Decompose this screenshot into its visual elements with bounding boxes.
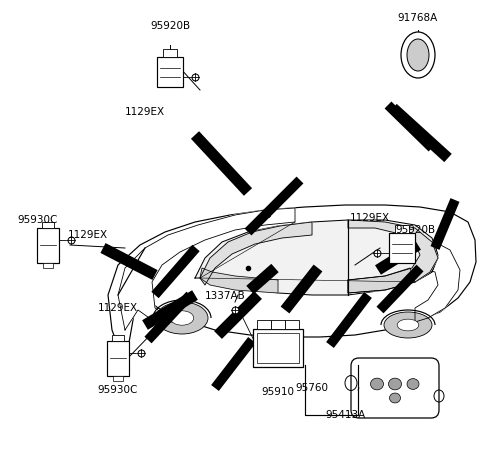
Bar	[389, 233, 415, 263]
Ellipse shape	[156, 302, 208, 334]
Bar	[157, 57, 183, 87]
Polygon shape	[415, 242, 460, 322]
Ellipse shape	[407, 379, 419, 389]
Polygon shape	[118, 208, 295, 330]
Text: 91768A: 91768A	[398, 13, 438, 23]
Bar	[42, 221, 54, 228]
Bar	[37, 228, 59, 263]
Text: 95760: 95760	[296, 383, 328, 393]
Text: 95910: 95910	[262, 387, 295, 397]
Ellipse shape	[384, 312, 432, 338]
Text: 95920B: 95920B	[395, 225, 435, 235]
Bar	[285, 320, 299, 329]
Polygon shape	[200, 268, 278, 293]
Bar	[43, 263, 53, 268]
Bar	[163, 49, 177, 57]
FancyBboxPatch shape	[351, 358, 439, 418]
Polygon shape	[200, 222, 312, 285]
Text: 1129EX: 1129EX	[98, 303, 138, 313]
Ellipse shape	[407, 39, 429, 71]
Bar	[112, 335, 124, 340]
Bar	[253, 329, 303, 367]
Ellipse shape	[388, 378, 401, 390]
Text: 95930C: 95930C	[18, 215, 58, 225]
Ellipse shape	[371, 378, 384, 390]
Text: 95920B: 95920B	[150, 21, 190, 31]
Bar	[271, 320, 285, 329]
Text: 1129EX: 1129EX	[350, 213, 390, 223]
Polygon shape	[108, 205, 476, 365]
Bar	[113, 375, 123, 380]
Polygon shape	[195, 220, 438, 295]
Text: 1129EX: 1129EX	[68, 230, 108, 240]
Ellipse shape	[397, 319, 419, 331]
Bar	[257, 333, 299, 363]
Bar	[257, 320, 271, 329]
Polygon shape	[348, 220, 438, 293]
Text: 95413A: 95413A	[325, 410, 365, 420]
Text: 95930C: 95930C	[98, 385, 138, 395]
Ellipse shape	[170, 311, 194, 325]
Bar	[107, 340, 129, 375]
Text: 1337AB: 1337AB	[204, 291, 245, 301]
Ellipse shape	[401, 32, 435, 78]
Text: 1129EX: 1129EX	[125, 107, 165, 117]
Ellipse shape	[389, 393, 400, 403]
Polygon shape	[348, 268, 415, 293]
Bar	[395, 225, 409, 233]
